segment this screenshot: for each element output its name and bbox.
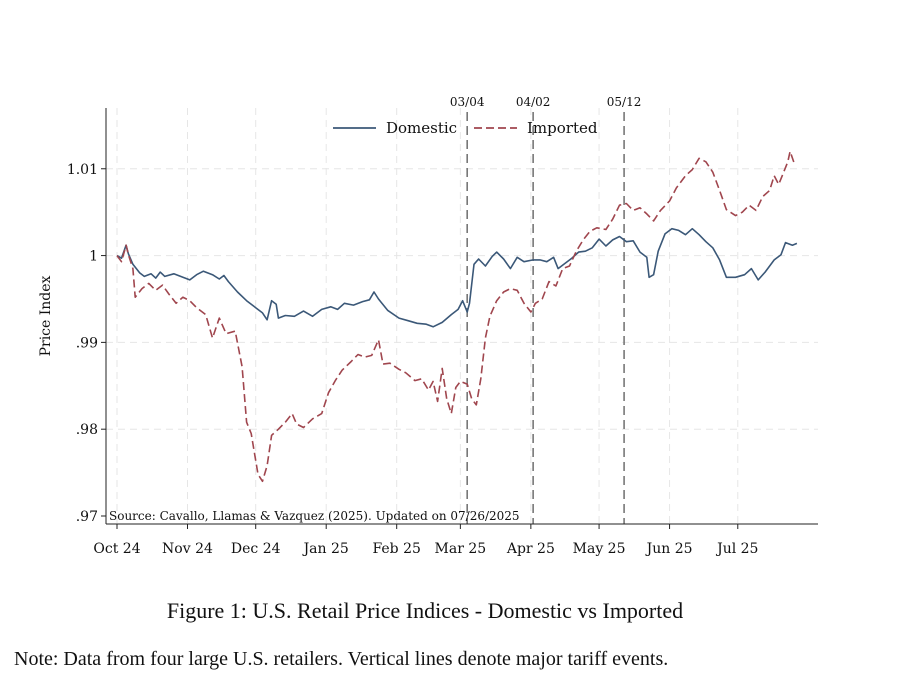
- x-tick-label: Mar 25: [435, 541, 487, 557]
- axes: .97 .98 .99 1 1.01 Oct 24 Nov 24 Dec 24 Jan 25 Fe…: [67, 108, 818, 557]
- x-tick-label: Apr 25: [506, 541, 555, 557]
- y-tick-label: .97: [76, 509, 98, 525]
- y-tick-label: .99: [76, 335, 98, 351]
- x-tick-label: Dec 24: [231, 541, 281, 557]
- x-tick-label: Nov 24: [162, 541, 213, 557]
- event-label: 04/02: [516, 95, 551, 109]
- event-label: 03/04: [450, 95, 485, 109]
- series-line-imported: [116, 150, 796, 483]
- y-tick-label: .98: [76, 422, 98, 438]
- legend: Domestic Imported: [333, 119, 598, 137]
- price-index-chart: 03/04 04/02 05/12 .97 .98 .99 1 1.01 Oct 24 Nov …: [38, 95, 818, 557]
- event-label: 05/12: [607, 95, 642, 109]
- figure-note: Note: Data from four large U.S. retailer…: [14, 648, 669, 670]
- x-tick-label: Jul 25: [715, 541, 758, 557]
- series-line-domestic: [116, 227, 798, 328]
- x-tick-label: Jun 25: [645, 541, 693, 557]
- legend-label-imported: Imported: [527, 119, 598, 137]
- series-lines: [116, 150, 798, 483]
- legend-label-domestic: Domestic: [386, 119, 457, 137]
- event-markers: 03/04 04/02 05/12: [450, 95, 641, 524]
- y-tick-label: 1: [89, 249, 98, 265]
- x-tick-label: May 25: [573, 541, 626, 557]
- y-axis-title: Price Index: [38, 275, 54, 356]
- x-tick-label: Jan 25: [302, 541, 349, 557]
- x-tick-label: Oct 24: [93, 541, 140, 557]
- source-annotation: Source: Cavallo, Llamas & Vazquez (2025)…: [109, 509, 520, 523]
- figure-caption: Figure 1: U.S. Retail Price Indices - Do…: [166, 598, 684, 623]
- gridlines: [106, 108, 818, 524]
- x-tick-label: Feb 25: [372, 541, 420, 557]
- y-tick-label: 1.01: [67, 162, 98, 178]
